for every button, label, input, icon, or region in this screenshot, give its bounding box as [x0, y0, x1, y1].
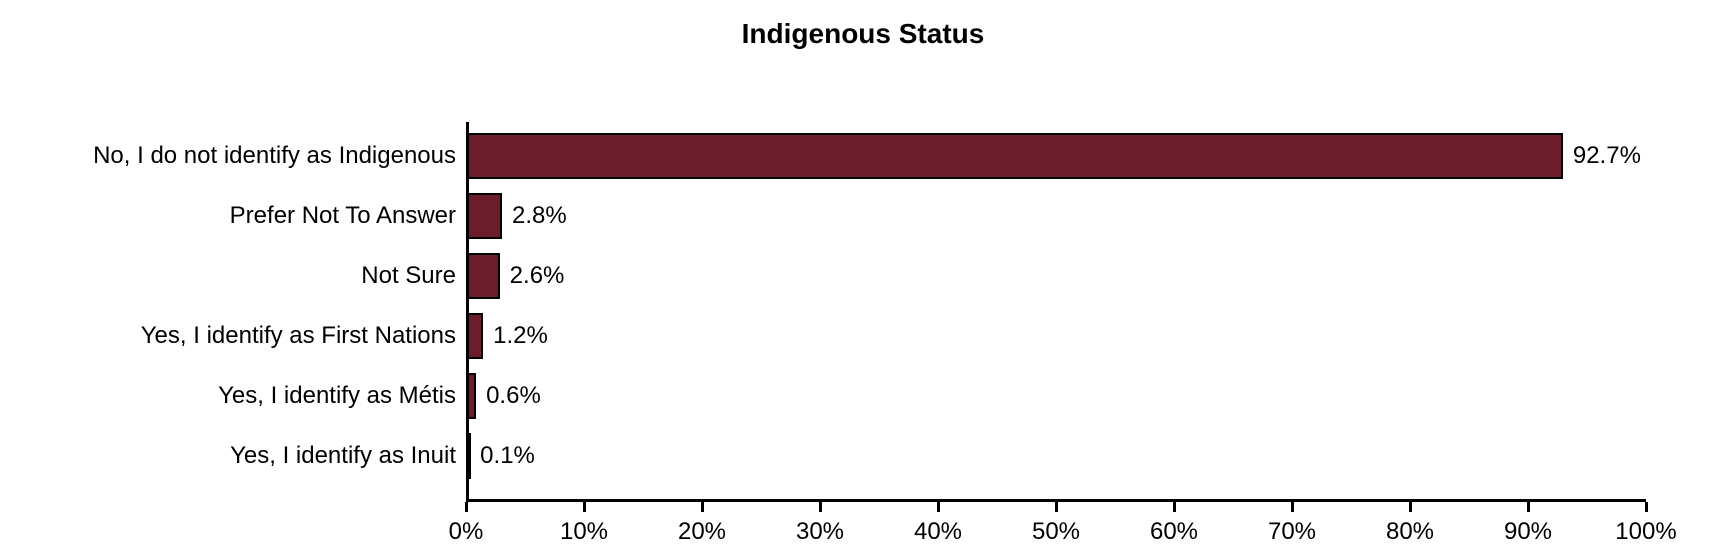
x-tick-label: 70% [1268, 518, 1316, 546]
bars-region: 92.7%2.8%2.6%1.2%0.6%0.1%0%10%20%30%40%5… [466, 122, 1646, 502]
x-tick-label: 100% [1615, 518, 1676, 546]
bar-value-label: 2.8% [512, 202, 567, 230]
category-label: Prefer Not To Answer [230, 202, 456, 230]
x-tick-label: 0% [449, 518, 484, 546]
x-tick [1409, 502, 1412, 512]
x-tick [937, 502, 940, 512]
bar-value-label: 1.2% [493, 322, 548, 350]
x-tick [1055, 502, 1058, 512]
x-tick-label: 30% [796, 518, 844, 546]
bar [469, 193, 502, 239]
bar [469, 313, 483, 359]
bar-value-label: 0.6% [486, 382, 541, 410]
plot-area: No, I do not identify as Indigenous Prefe… [0, 50, 1726, 532]
chart-container: Indigenous Status No, I do not identify … [0, 0, 1726, 552]
category-label: Not Sure [361, 262, 456, 290]
x-tick [1173, 502, 1176, 512]
x-tick [1645, 502, 1648, 512]
category-label: Yes, I identify as First Nations [141, 322, 456, 350]
x-tick-label: 60% [1150, 518, 1198, 546]
bar [469, 253, 500, 299]
x-tick-label: 50% [1032, 518, 1080, 546]
x-tick-label: 80% [1386, 518, 1434, 546]
bar [469, 373, 476, 419]
x-tick [1527, 502, 1530, 512]
category-label: Yes, I identify as Métis [218, 382, 456, 410]
x-tick [583, 502, 586, 512]
bar-value-label: 92.7% [1573, 142, 1641, 170]
bar-value-label: 2.6% [510, 262, 565, 290]
category-label: No, I do not identify as Indigenous [93, 142, 456, 170]
x-tick-label: 90% [1504, 518, 1552, 546]
x-tick [1291, 502, 1294, 512]
x-tick [465, 502, 468, 512]
category-label: Yes, I identify as Inuit [230, 442, 456, 470]
bar-value-label: 0.1% [480, 442, 535, 470]
bar [469, 433, 471, 479]
chart-title: Indigenous Status [0, 0, 1726, 50]
x-tick [819, 502, 822, 512]
bar [469, 133, 1563, 179]
x-tick-label: 20% [678, 518, 726, 546]
x-tick [701, 502, 704, 512]
x-tick-label: 40% [914, 518, 962, 546]
x-tick-label: 10% [560, 518, 608, 546]
